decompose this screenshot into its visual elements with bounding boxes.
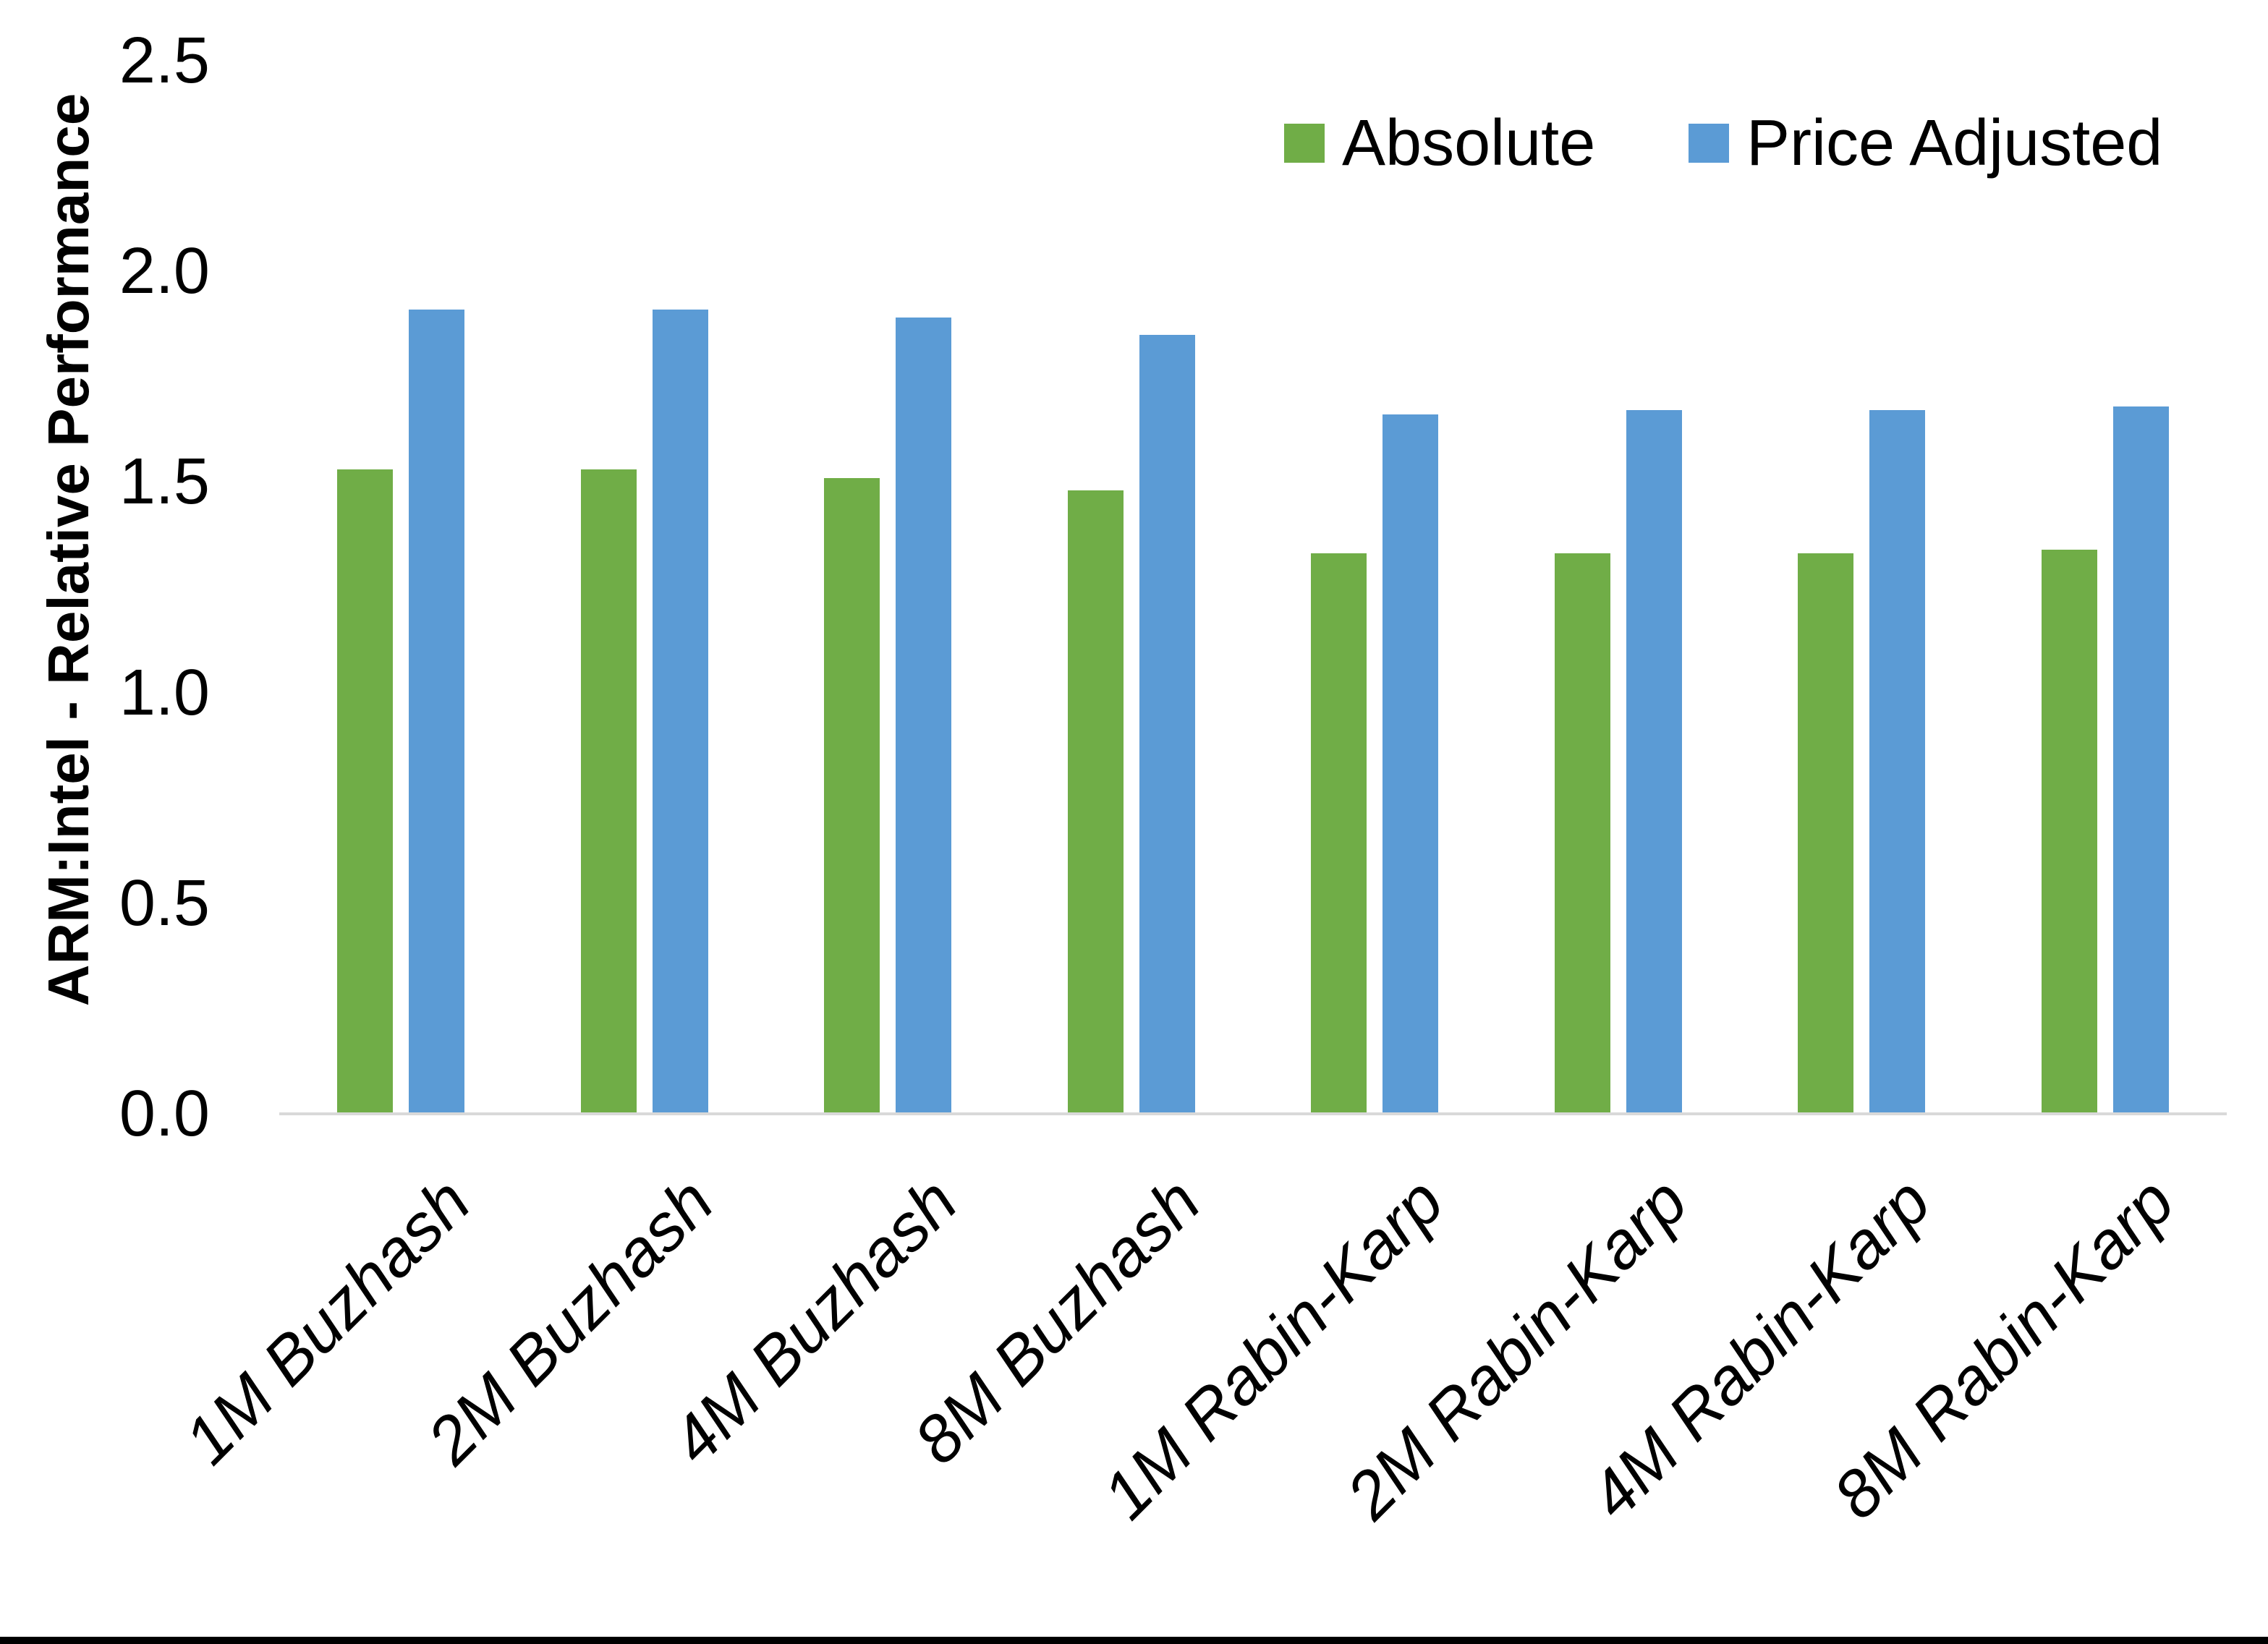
bar-price-adjusted [1626,410,1682,1114]
y-tick-label: 2.5 [119,25,210,97]
bar-price-adjusted [896,318,951,1114]
bar-price-adjusted [1383,414,1438,1114]
bar-absolute [1798,553,1853,1114]
legend-swatch-icon [1689,124,1729,163]
legend-entry-price-adjusted: Price Adjusted [1689,107,2162,179]
bar-price-adjusted [652,310,708,1114]
legend-label: Price Adjusted [1746,106,2163,179]
legend-label: Absolute [1342,106,1596,179]
bottom-border [0,1637,2268,1644]
bar-absolute [824,478,880,1114]
legend-swatch-icon [1284,124,1325,163]
bar-price-adjusted [1869,410,1925,1114]
bar-price-adjusted [409,310,464,1114]
bar-absolute [1311,553,1367,1114]
y-tick-label: 2.0 [119,235,210,308]
x-axis-line [279,1112,2227,1115]
bar-absolute [1067,490,1124,1114]
bar-absolute [580,469,637,1114]
legend-entry-absolute: Absolute [1284,107,1595,179]
y-tick-label: 1.0 [119,656,210,729]
y-tick-label: 0.0 [119,1078,210,1150]
bar-price-adjusted [2112,406,2169,1114]
bar-absolute [337,469,393,1114]
y-tick-label: 0.5 [119,866,210,940]
bar-absolute [2041,550,2097,1114]
bar-absolute [1554,553,1610,1114]
bar-price-adjusted [1139,335,1195,1114]
y-tick-label: 1.5 [119,446,210,519]
